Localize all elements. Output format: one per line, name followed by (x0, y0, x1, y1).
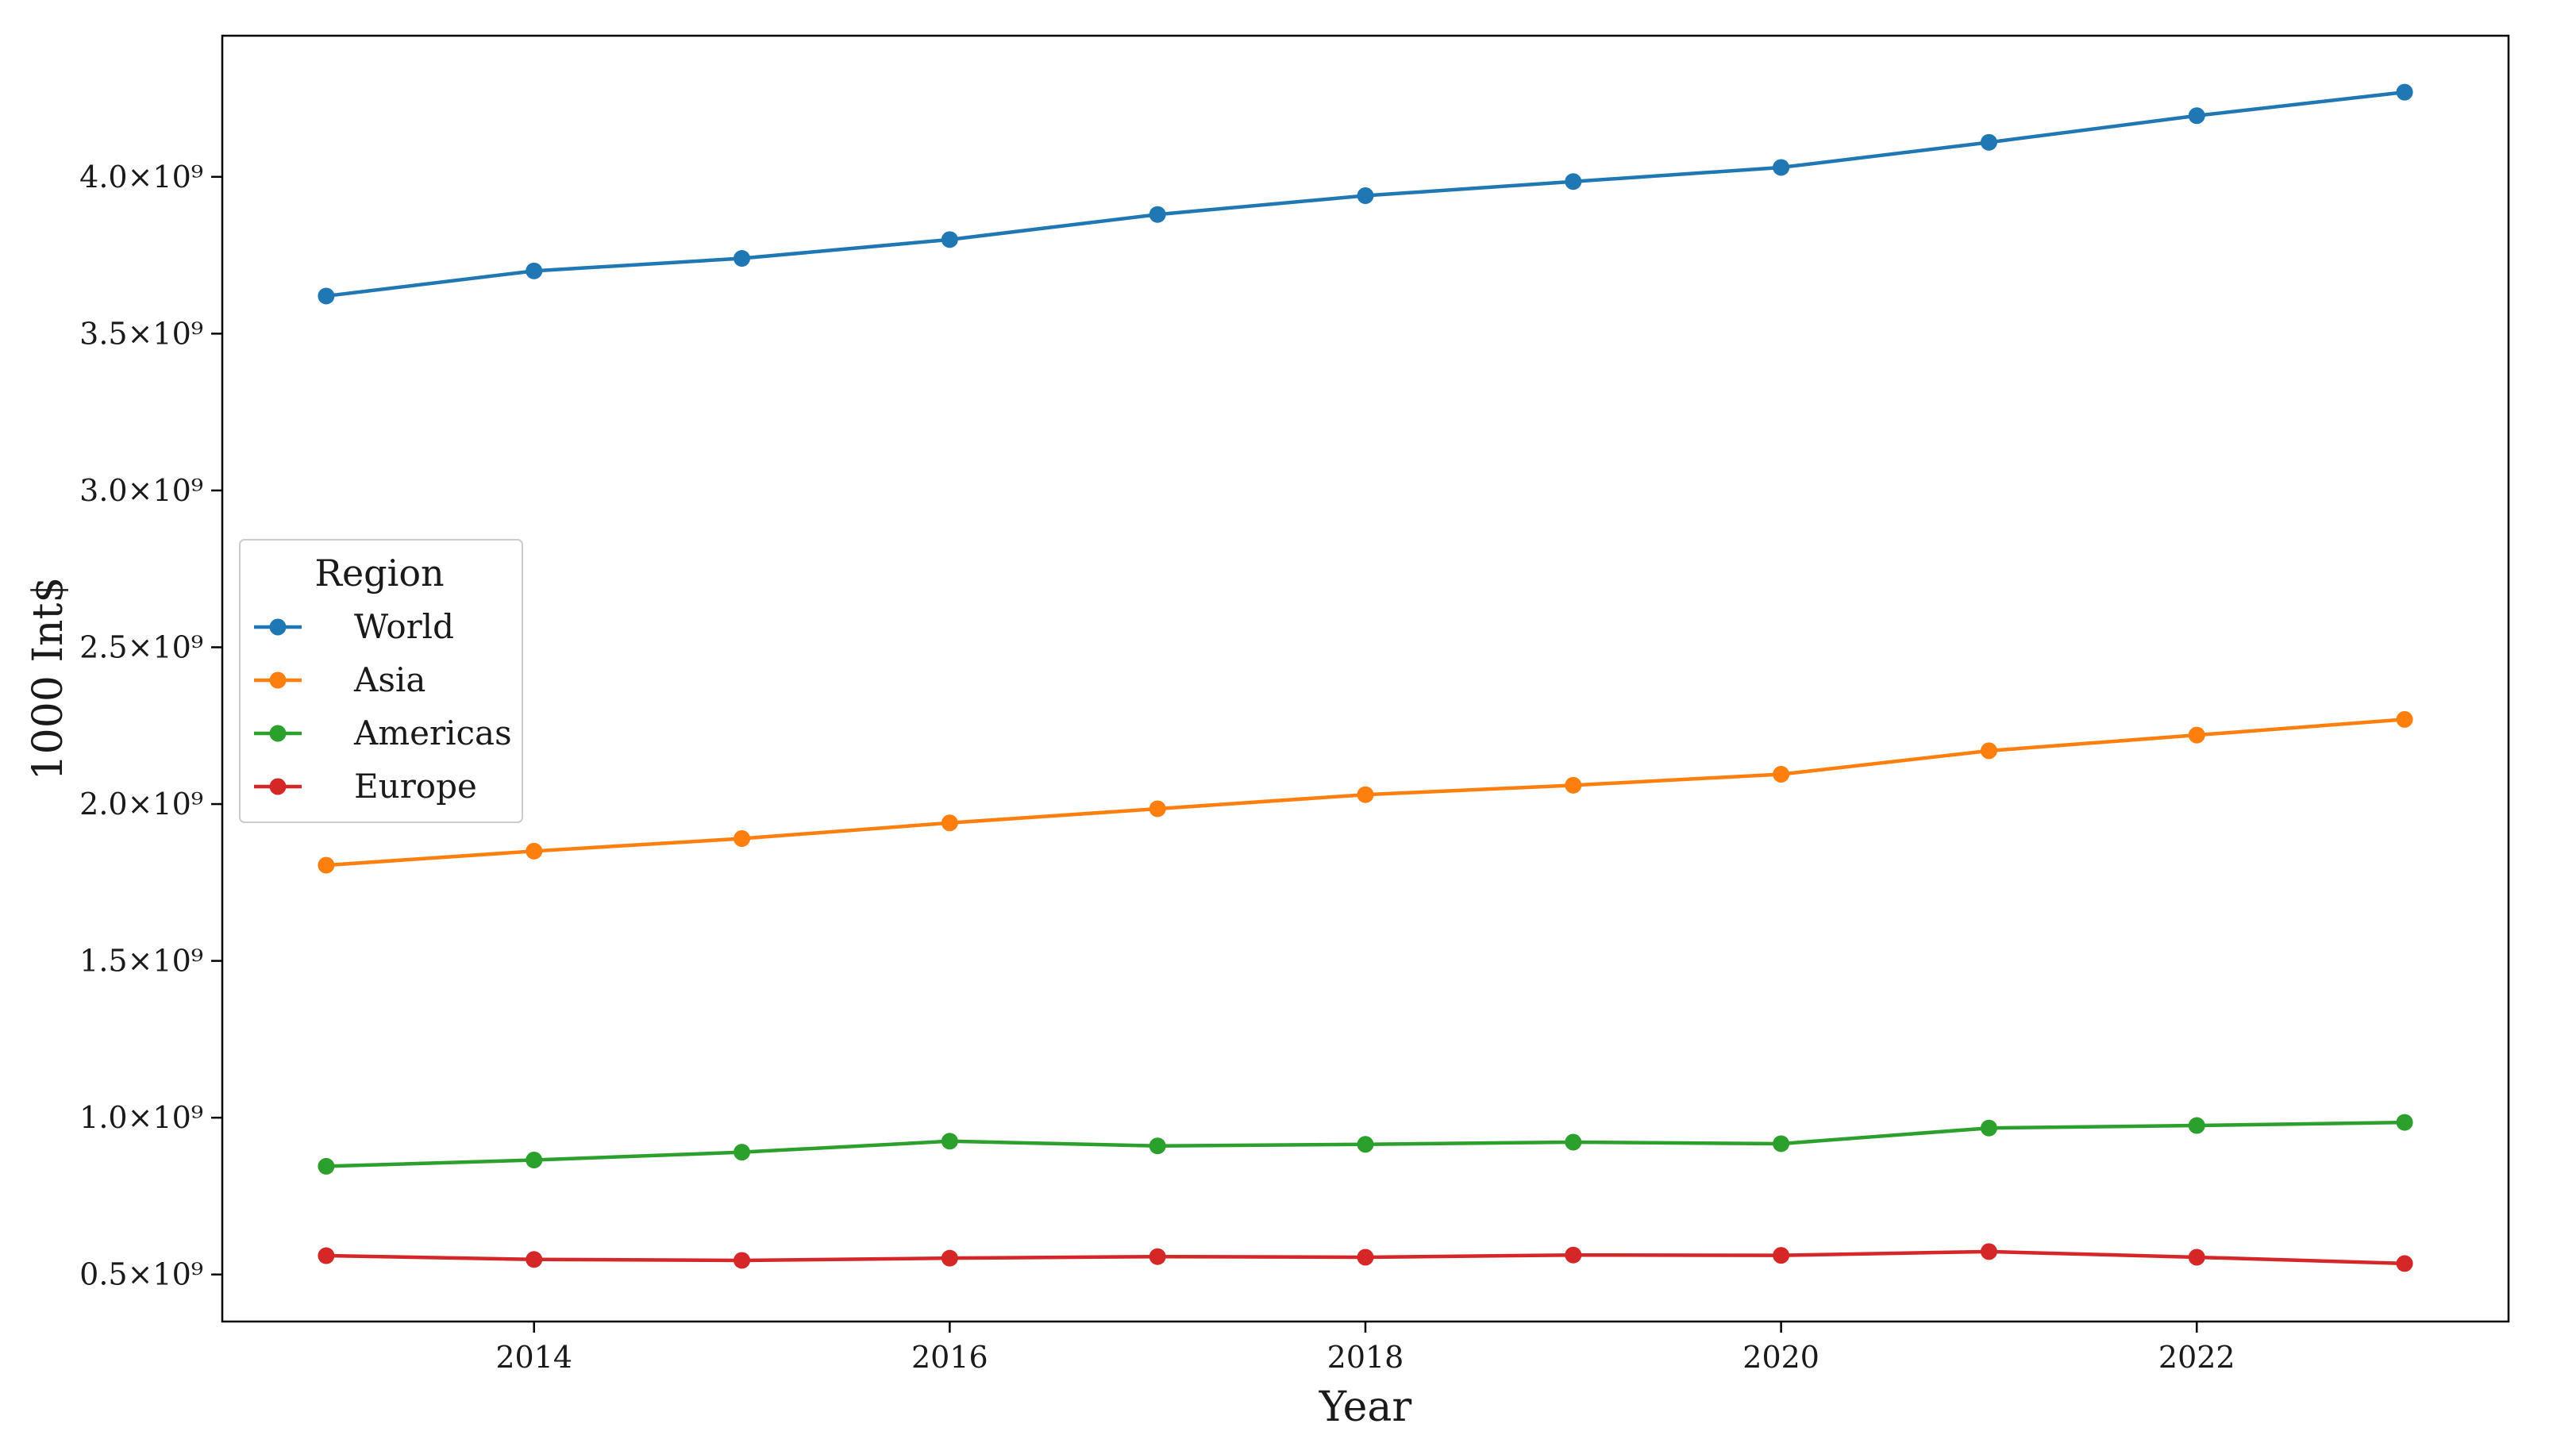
x-axis-title: Year (1319, 1383, 1412, 1431)
data-point (526, 1251, 543, 1268)
data-point (318, 1157, 335, 1175)
data-point (318, 856, 335, 874)
data-point (526, 1152, 543, 1169)
data-point (1357, 786, 1374, 803)
data-point (2188, 1117, 2205, 1134)
legend-item: World (254, 607, 454, 646)
data-point (1980, 133, 1997, 151)
y-tick-label: 3.5×10⁹ (79, 316, 203, 351)
x-axis: 2014 2016 2018 2020 2022 (495, 1322, 2235, 1375)
data-point (2396, 710, 2413, 728)
x-tick-label: 2020 (1742, 1340, 1819, 1375)
data-point (1773, 159, 1790, 176)
y-axis-title: 1000 Int$ (25, 577, 72, 781)
data-point (1565, 1246, 1582, 1264)
y-tick-label: 1.0×10⁹ (79, 1100, 203, 1135)
data-point (1980, 1119, 1997, 1137)
x-tick-label: 2016 (911, 1340, 988, 1375)
y-tick-label: 1.5×10⁹ (79, 944, 203, 979)
series-asia (318, 710, 2413, 874)
data-point (2396, 83, 2413, 101)
legend-marker (269, 725, 287, 742)
data-point (941, 1133, 958, 1150)
data-point (1149, 1137, 1166, 1155)
series-world (318, 83, 2413, 305)
data-point (2396, 1114, 2413, 1131)
data-point (526, 842, 543, 860)
y-tick-label: 2.0×10⁹ (79, 787, 203, 821)
data-point (734, 1144, 751, 1161)
data-point (2188, 107, 2205, 125)
y-tick-label: 4.0×10⁹ (79, 160, 203, 194)
legend-label: Americas (353, 714, 512, 752)
legend: Region World Asia Americas Europe (239, 539, 523, 823)
data-point (526, 262, 543, 279)
legend-item: Asia (254, 660, 425, 699)
data-point (941, 1249, 958, 1267)
legend-label: Asia (353, 660, 425, 699)
data-point (2188, 726, 2205, 744)
series-europe (318, 1243, 2413, 1272)
legend-label: Europe (354, 767, 477, 806)
legend-label: World (354, 607, 454, 646)
data-point (1357, 1249, 1374, 1266)
data-point (1980, 742, 1997, 760)
data-point (941, 814, 958, 832)
data-point (318, 287, 335, 305)
data-point (1565, 1133, 1582, 1151)
data-point (1773, 1135, 1790, 1152)
data-point (1773, 766, 1790, 783)
data-point (1773, 1247, 1790, 1264)
legend-title: Region (314, 552, 444, 594)
legend-marker (269, 618, 287, 636)
legend-marker (269, 671, 287, 689)
legend-item: Europe (254, 767, 477, 806)
y-tick-label: 3.0×10⁹ (79, 473, 203, 508)
legend-item: Americas (254, 714, 512, 752)
series-layer (318, 83, 2413, 1272)
legend-entries: World Asia Americas Europe (254, 607, 512, 806)
data-point (941, 231, 958, 248)
legend-marker (269, 778, 287, 795)
x-tick-label: 2018 (1327, 1340, 1404, 1375)
data-point (1980, 1243, 1997, 1260)
data-point (1357, 1136, 1374, 1153)
data-point (1357, 187, 1374, 205)
data-point (1149, 206, 1166, 223)
data-point (1565, 173, 1582, 190)
data-point (1149, 1248, 1166, 1265)
data-point (734, 830, 751, 848)
data-point (2396, 1255, 2413, 1272)
y-tick-label: 0.5×10⁹ (79, 1257, 203, 1292)
data-point (734, 1252, 751, 1269)
x-tick-label: 2014 (495, 1340, 572, 1375)
data-point (2188, 1249, 2205, 1266)
y-axis: 0.5×10⁹ 1.0×10⁹ 1.5×10⁹ 2.0×10⁹ 2.5×10⁹ 3.0×1… (79, 160, 222, 1292)
legend-box (239, 539, 523, 823)
data-point (1149, 800, 1166, 818)
data-point (734, 250, 751, 267)
y-tick-label: 2.5×10⁹ (79, 629, 203, 664)
x-tick-label: 2022 (2158, 1340, 2235, 1375)
series-americas (318, 1114, 2413, 1175)
data-point (318, 1247, 335, 1264)
data-point (1565, 776, 1582, 794)
